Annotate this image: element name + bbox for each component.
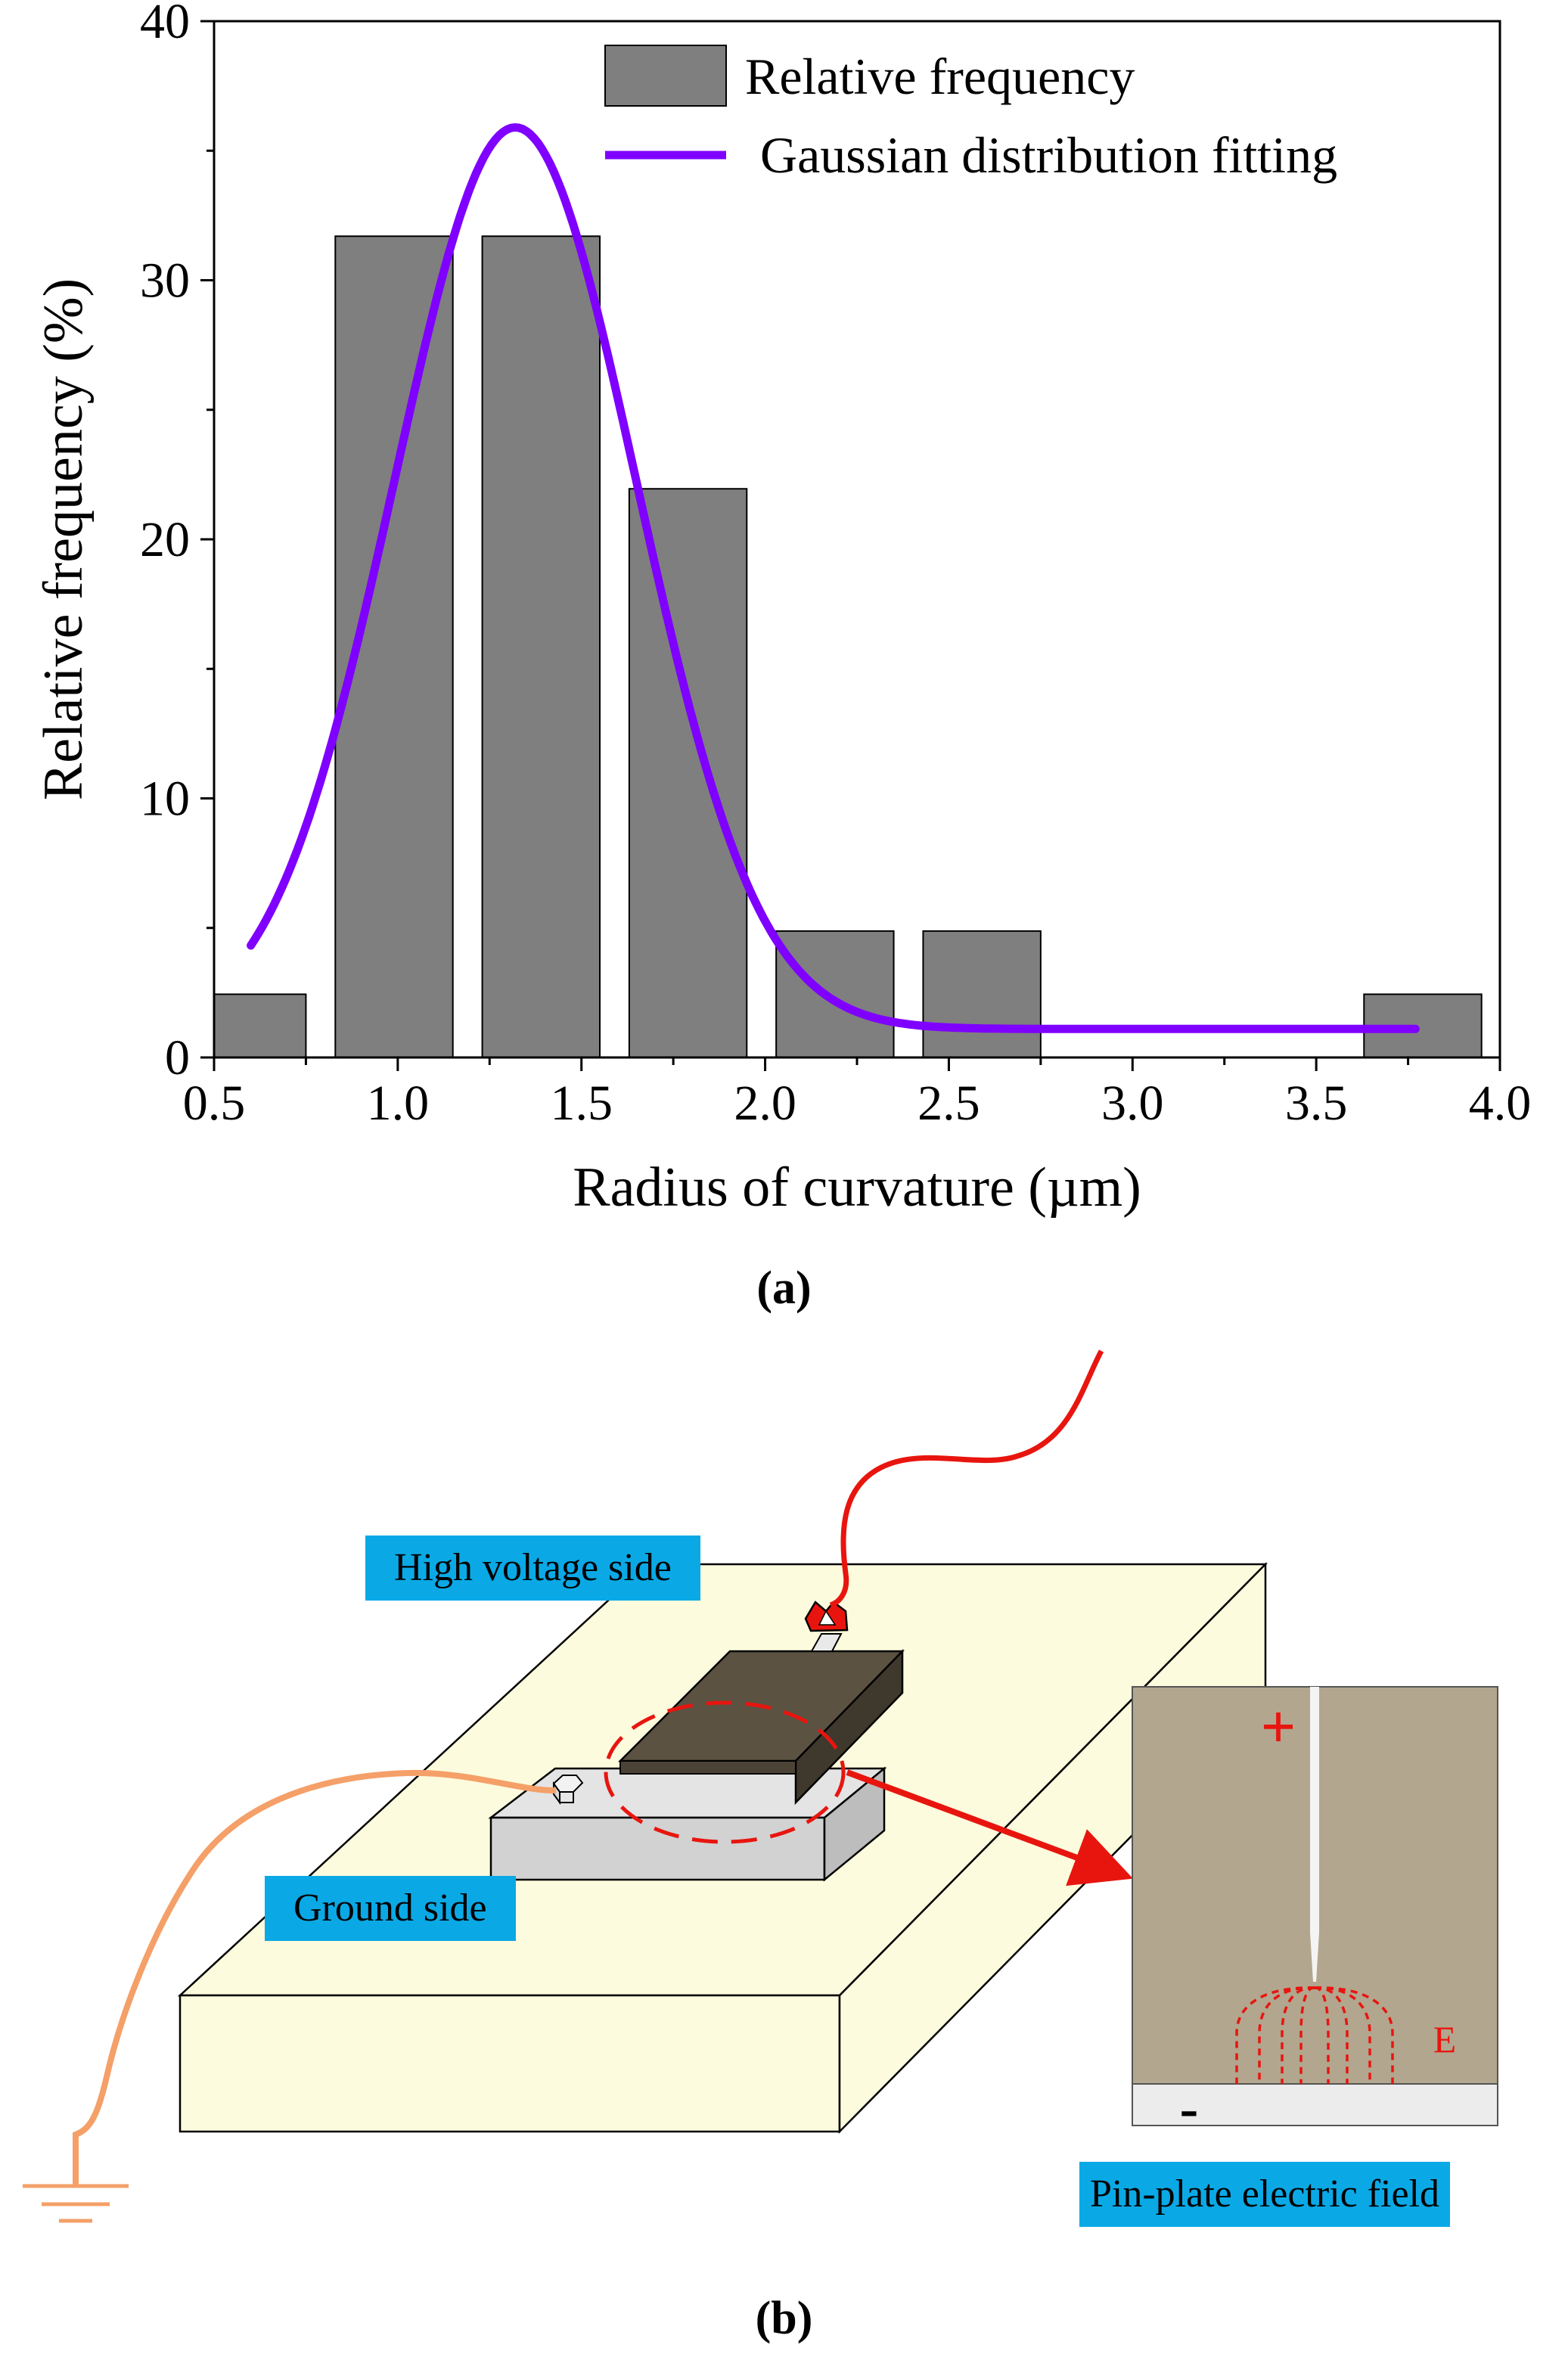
caption-a: (a) bbox=[756, 1262, 812, 1314]
needle-electrode bbox=[1310, 1687, 1319, 1982]
field-line-7 bbox=[1314, 1986, 1394, 2084]
x-tick-label-7: 4.0 bbox=[1469, 1076, 1532, 1131]
y-axis-label: Relative frequency (%) bbox=[33, 278, 95, 800]
ground-plate bbox=[488, 1766, 887, 1882]
high-voltage-label: High voltage side bbox=[365, 1536, 700, 1601]
field-line-1 bbox=[1258, 1986, 1315, 2084]
ground-symbol bbox=[23, 2184, 129, 2223]
negative-plate bbox=[1132, 2083, 1498, 2126]
base-front-face bbox=[179, 1994, 841, 2133]
y-tick-label-2: 20 bbox=[140, 512, 190, 567]
plus-sign: + bbox=[1261, 1692, 1296, 1761]
legend-line-label: Gaussian distribution fitting bbox=[760, 126, 1337, 184]
field-line-3 bbox=[1299, 1986, 1315, 2084]
ground-plate-side bbox=[823, 1766, 886, 1882]
hv-connector bbox=[804, 1601, 849, 1652]
ground-plate-front bbox=[489, 1816, 826, 1881]
y-tick-label-0: 0 bbox=[165, 1030, 190, 1085]
bar-4 bbox=[775, 930, 895, 1058]
field-lines bbox=[1235, 1986, 1394, 2084]
gaussian-fit-line bbox=[247, 123, 1420, 1033]
histogram-chart: 0.5 1.0 1.5 2.0 2.5 3.0 3.5 4.0 0 10 20 30 40 Radius… bbox=[33, 0, 1531, 1219]
tick-group: 0.5 1.0 1.5 2.0 2.5 3.0 3.5 4.0 0 10 20 30 40 bbox=[140, 0, 1531, 1131]
field-line-6 bbox=[1314, 1986, 1371, 2084]
zoom-arrow bbox=[846, 1769, 1133, 1886]
hv-wire bbox=[829, 1349, 1104, 1608]
gap-highlight-ellipse bbox=[604, 1700, 846, 1844]
field-inset-label: Pin-plate electric field bbox=[1079, 2162, 1451, 2227]
x-tick-label-5: 3.0 bbox=[1101, 1076, 1164, 1131]
legend: Relative frequency Gaussian distribution… bbox=[604, 45, 1337, 184]
x-tick-label-0: 0.5 bbox=[183, 1076, 246, 1131]
y-tick-label-4: 40 bbox=[140, 0, 190, 49]
bar-5 bbox=[922, 930, 1042, 1058]
field-inset: + - E bbox=[1132, 1686, 1498, 2140]
y-tick-label-3: 30 bbox=[140, 253, 190, 309]
ground-wire bbox=[73, 1769, 557, 2186]
caption-b: (b) bbox=[755, 2293, 813, 2344]
x-axis-label: Radius of curvature (µm) bbox=[573, 1157, 1141, 1219]
hv-plate-front bbox=[619, 1760, 796, 1775]
x-tick-label-1: 1.0 bbox=[367, 1076, 430, 1131]
ground-side-label: Ground side bbox=[265, 1876, 516, 1941]
x-tick-label-3: 2.0 bbox=[734, 1076, 796, 1131]
pin-plate-diagram: + - E bbox=[23, 1349, 1498, 2223]
legend-bar-swatch bbox=[604, 45, 727, 107]
legend-bar-label: Relative frequency bbox=[745, 48, 1135, 105]
field-line-2 bbox=[1281, 1986, 1315, 2084]
bar-group bbox=[213, 235, 1483, 1059]
bar-3 bbox=[628, 488, 748, 1058]
minus-sign: - bbox=[1180, 2078, 1199, 2140]
x-tick-label-2: 1.5 bbox=[550, 1076, 613, 1131]
y-tick-label-1: 10 bbox=[140, 772, 190, 827]
hv-plate-side bbox=[794, 1648, 904, 1806]
x-tick-label-4: 2.5 bbox=[918, 1076, 980, 1131]
bar-0 bbox=[213, 993, 307, 1059]
bar-2 bbox=[481, 235, 601, 1058]
field-symbol: E bbox=[1433, 2018, 1457, 2060]
x-tick-label-6: 3.5 bbox=[1285, 1076, 1348, 1131]
